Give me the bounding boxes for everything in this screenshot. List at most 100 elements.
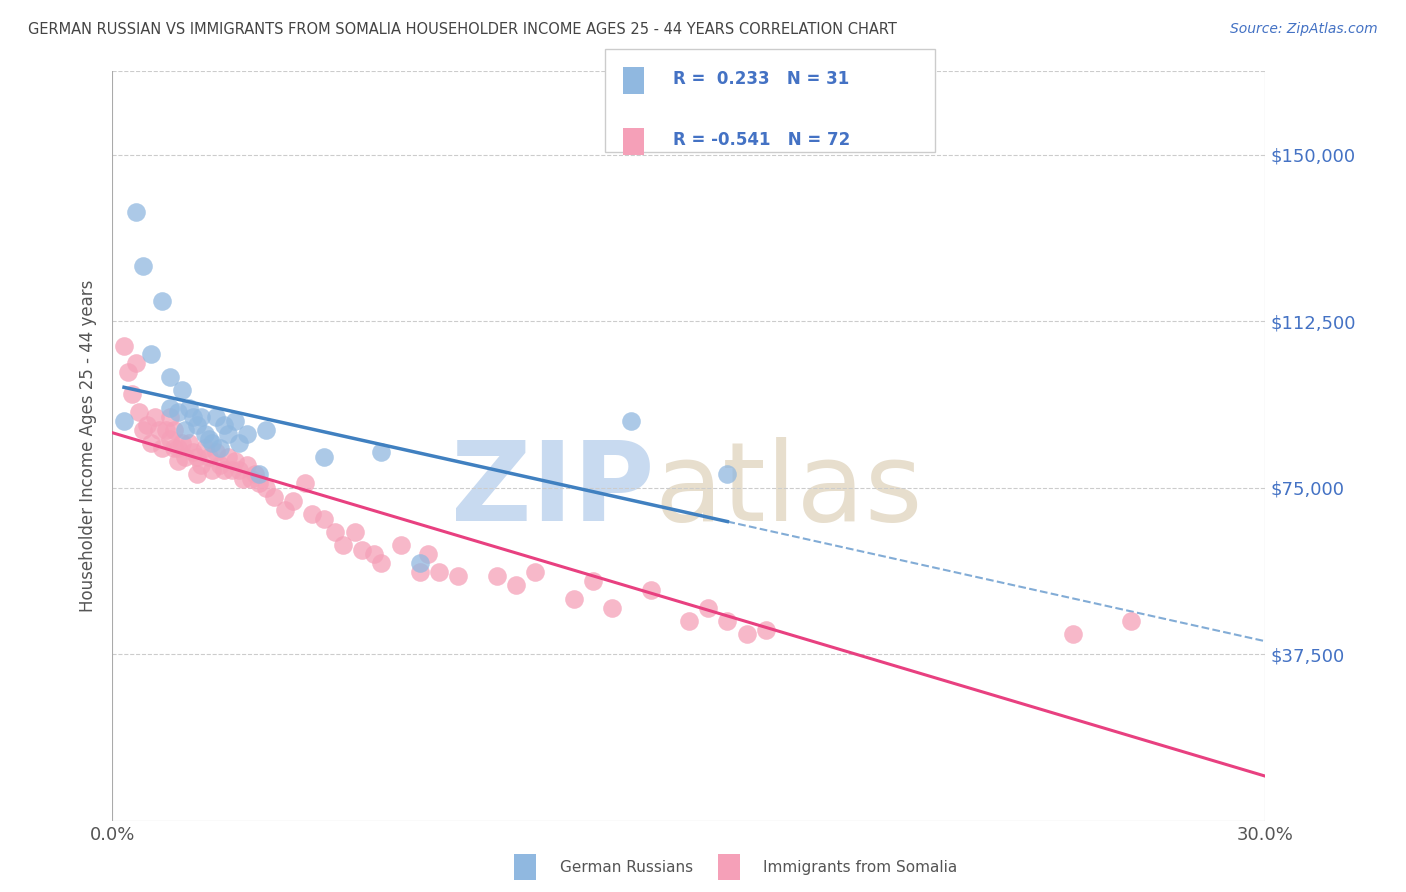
Point xyxy=(159,409,181,424)
Point xyxy=(562,591,585,606)
Point xyxy=(363,547,385,561)
Point xyxy=(716,614,738,628)
Point xyxy=(370,445,392,459)
Point xyxy=(228,463,250,477)
Point xyxy=(170,383,193,397)
Point xyxy=(332,538,354,552)
Point xyxy=(163,441,186,455)
Point xyxy=(166,441,188,455)
Point xyxy=(209,458,232,473)
Point xyxy=(294,476,316,491)
Point xyxy=(166,454,188,468)
Point xyxy=(128,405,150,419)
Point xyxy=(117,365,139,379)
Point xyxy=(755,623,778,637)
Point xyxy=(416,547,439,561)
Point xyxy=(247,476,270,491)
Point xyxy=(620,414,643,428)
Text: GERMAN RUSSIAN VS IMMIGRANTS FROM SOMALIA HOUSEHOLDER INCOME AGES 25 - 44 YEARS : GERMAN RUSSIAN VS IMMIGRANTS FROM SOMALI… xyxy=(28,22,897,37)
Y-axis label: Householder Income Ages 25 - 44 years: Householder Income Ages 25 - 44 years xyxy=(79,280,97,612)
Point xyxy=(239,472,262,486)
Point xyxy=(181,445,204,459)
Point xyxy=(254,423,277,437)
Point xyxy=(312,512,335,526)
Point xyxy=(170,436,193,450)
Point xyxy=(194,441,217,455)
Point xyxy=(247,467,270,482)
Point xyxy=(132,423,155,437)
Point xyxy=(343,524,366,539)
Point xyxy=(370,556,392,570)
Point xyxy=(236,458,259,473)
Point xyxy=(194,427,217,442)
Point xyxy=(124,356,146,370)
Point xyxy=(697,600,720,615)
Point xyxy=(121,387,143,401)
Point xyxy=(1062,627,1084,641)
Point xyxy=(159,401,181,415)
Point xyxy=(136,418,159,433)
Point xyxy=(197,432,219,446)
Point xyxy=(232,472,254,486)
Point xyxy=(735,627,758,641)
Point xyxy=(224,454,246,468)
Point xyxy=(209,441,232,455)
Point xyxy=(124,205,146,219)
Point xyxy=(447,569,470,583)
Point xyxy=(228,436,250,450)
Point xyxy=(301,508,323,522)
Point xyxy=(263,490,285,504)
Point xyxy=(274,503,297,517)
Text: German Russians: German Russians xyxy=(560,860,693,874)
Point xyxy=(132,259,155,273)
Point xyxy=(217,427,239,442)
Point xyxy=(143,409,166,424)
Point xyxy=(221,463,243,477)
Point xyxy=(112,338,135,352)
Point xyxy=(139,347,162,361)
Point xyxy=(179,401,201,415)
Point xyxy=(197,450,219,464)
Point xyxy=(201,436,224,450)
Point xyxy=(1119,614,1142,628)
Point xyxy=(190,458,212,473)
Point xyxy=(152,294,174,309)
Point xyxy=(152,441,174,455)
Point xyxy=(212,418,235,433)
Point xyxy=(325,524,347,539)
Text: atlas: atlas xyxy=(654,437,922,544)
Point xyxy=(186,467,208,482)
Point xyxy=(186,450,208,464)
Point xyxy=(243,467,266,482)
Point xyxy=(179,436,201,450)
Point xyxy=(174,450,197,464)
Point xyxy=(205,409,228,424)
Point xyxy=(254,481,277,495)
Point xyxy=(181,409,204,424)
Point xyxy=(678,614,700,628)
Point xyxy=(352,542,374,557)
Point xyxy=(155,423,177,437)
Point xyxy=(217,450,239,464)
Point xyxy=(427,565,450,579)
Point xyxy=(212,463,235,477)
Text: R =  0.233   N = 31: R = 0.233 N = 31 xyxy=(673,70,849,88)
Text: ZIP: ZIP xyxy=(451,437,654,544)
Point xyxy=(148,423,170,437)
Point xyxy=(205,445,228,459)
Point xyxy=(139,436,162,450)
Point xyxy=(582,574,605,588)
Point xyxy=(505,578,527,592)
Point xyxy=(224,414,246,428)
Text: R = -0.541   N = 72: R = -0.541 N = 72 xyxy=(673,131,851,149)
Point xyxy=(524,565,547,579)
Point xyxy=(716,467,738,482)
Point xyxy=(186,418,208,433)
Point xyxy=(312,450,335,464)
Point xyxy=(281,494,304,508)
Point xyxy=(166,405,188,419)
Point xyxy=(600,600,623,615)
Point xyxy=(190,409,212,424)
Point xyxy=(163,423,186,437)
Point xyxy=(640,582,662,597)
